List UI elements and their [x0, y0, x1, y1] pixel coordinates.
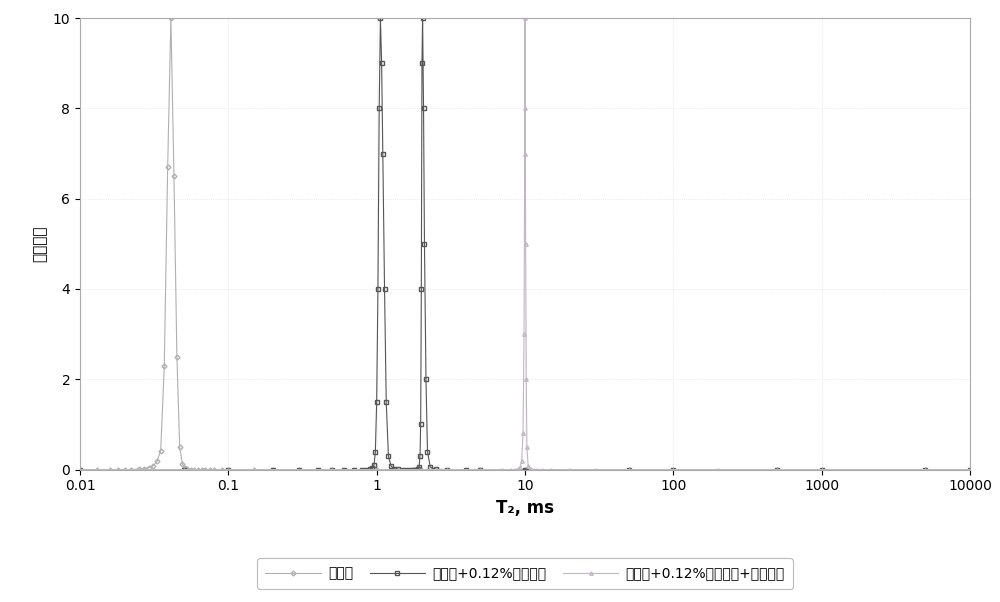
X-axis label: T₂, ms: T₂, ms — [496, 499, 554, 517]
Y-axis label: 信号幅度: 信号幅度 — [32, 226, 47, 262]
Legend: 钒井液, 钒井液+0.12%磺化褐煤, 钒井液+0.12%磺化褐煤+弛豫试剂: 钒井液, 钒井液+0.12%磺化褐煤, 钒井液+0.12%磺化褐煤+弛豫试剂 — [257, 559, 793, 589]
